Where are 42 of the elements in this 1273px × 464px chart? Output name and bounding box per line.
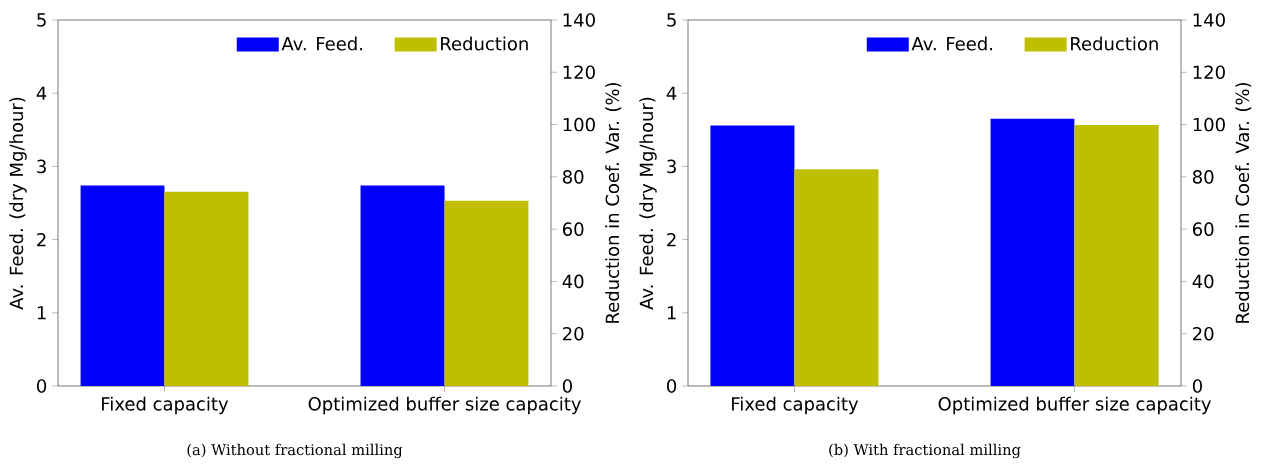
y-tick-label: 1 (37, 306, 46, 320)
y2-tick-label: 20 (563, 326, 584, 341)
y-tick-label: 2 (37, 232, 46, 247)
y-axis-title: Av. Feed. (dry Mg/hour) (9, 97, 27, 310)
y-tick-label: 1 (667, 306, 676, 320)
y-tick-label: 0 (667, 379, 677, 393)
y-tick-label: 2 (667, 232, 676, 247)
y2-tick-label: 140 (1193, 13, 1225, 27)
y2-tick-label: 20 (1193, 326, 1214, 341)
x-tick-label: Optimized buffer size capacity (938, 396, 1212, 415)
y-tick-label: 3 (37, 159, 46, 174)
y2-tick-label: 120 (563, 65, 595, 80)
legend-label: Reduction (441, 36, 528, 51)
y2-axis-title: Reduction in Coef. Var. (%) (605, 83, 622, 323)
y-tick-label: 4 (36, 86, 47, 100)
y2-tick-label: 0 (562, 379, 572, 393)
x-tick-label: Fixed capacity (102, 396, 229, 415)
y2-tick-label: 60 (1192, 222, 1214, 236)
legend-label: Av. Feed. (281, 36, 363, 51)
y2-tick-label: 100 (563, 117, 595, 132)
y-tick-label: 5 (667, 13, 676, 27)
y2-tick-label: 0 (1192, 379, 1202, 393)
y2-axis-title: Reduction in Coef. Var. (%) (1235, 83, 1252, 323)
x-tick-label: Fixed capacity (732, 396, 859, 415)
y-tick-label: 5 (37, 13, 46, 27)
y2-tick-label: 80 (1192, 170, 1214, 184)
y2-tick-label: 80 (562, 170, 584, 184)
x-tick-label: Optimized buffer size capacity (308, 396, 581, 415)
text: (b) With fractional milling (829, 443, 1021, 459)
y2-tick-label: 100 (1193, 117, 1225, 132)
y2-tick-label: 40 (1192, 274, 1214, 289)
y2-tick-label: 60 (562, 222, 584, 236)
y-tick-label: 4 (666, 86, 677, 100)
y2-tick-label: 140 (563, 13, 595, 27)
y-tick-label: 0 (37, 379, 47, 393)
text: (a) Without fractional milling (187, 443, 403, 459)
y2-tick-label: 120 (1193, 65, 1225, 80)
y-axis-title: Av. Feed. (dry Mg/hour) (639, 97, 657, 310)
y-tick-label: 3 (667, 159, 676, 174)
legend-label: Reduction (1071, 36, 1158, 51)
legend-label: Av. Feed. (911, 36, 993, 51)
y2-tick-label: 40 (562, 274, 584, 289)
